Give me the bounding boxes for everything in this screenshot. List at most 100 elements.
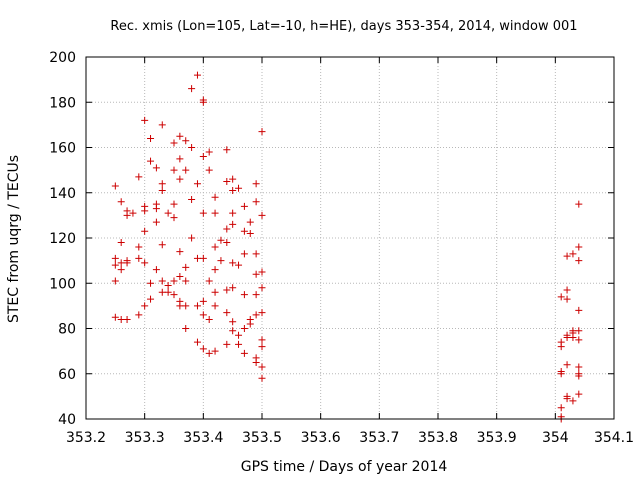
- data-point: [182, 302, 190, 310]
- data-point: [152, 266, 160, 274]
- data-point: [141, 207, 149, 215]
- y-tick-label: 140: [49, 186, 76, 202]
- data-point: [111, 254, 119, 262]
- data-point: [240, 349, 248, 357]
- data-point: [252, 291, 260, 299]
- data-point: [141, 259, 149, 267]
- x-tick-label: 353.2: [66, 430, 106, 446]
- data-point: [575, 327, 583, 335]
- data-point: [223, 177, 231, 185]
- data-point: [193, 338, 201, 346]
- data-point: [182, 166, 190, 174]
- data-point: [563, 286, 571, 294]
- data-point: [235, 184, 243, 192]
- data-point: [135, 243, 143, 251]
- y-tick-label: 120: [49, 231, 76, 247]
- data-point: [223, 340, 231, 348]
- data-point: [188, 144, 196, 151]
- data-point: [211, 193, 219, 201]
- data-point: [170, 166, 178, 174]
- data-point: [123, 315, 131, 323]
- data-point: [217, 257, 225, 265]
- data-point: [229, 209, 237, 217]
- data-point: [176, 155, 184, 163]
- data-point: [158, 288, 166, 296]
- data-point: [569, 397, 577, 405]
- data-point: [258, 343, 266, 351]
- y-tick-label: 200: [49, 50, 76, 66]
- data-point: [229, 259, 237, 267]
- x-tick-label: 354: [542, 430, 569, 446]
- x-tick-label: 353.3: [125, 430, 165, 446]
- data-point: [229, 327, 237, 335]
- data-point: [563, 361, 571, 369]
- x-tick-label: 354.1: [594, 430, 634, 446]
- data-point: [223, 309, 231, 317]
- data-point: [563, 252, 571, 260]
- data-point: [575, 243, 583, 251]
- y-tick-label: 40: [58, 412, 76, 428]
- data-point: [211, 347, 219, 355]
- data-point: [252, 180, 260, 188]
- data-point: [240, 250, 248, 258]
- data-point: [141, 227, 149, 235]
- grid: [86, 57, 614, 419]
- x-axis-label: GPS time / Days of year 2014: [241, 459, 448, 475]
- data-point: [252, 270, 260, 278]
- data-point: [141, 116, 149, 124]
- data-point: [258, 284, 266, 292]
- data-point: [164, 209, 172, 217]
- data-point: [229, 318, 237, 326]
- data-point: [164, 282, 172, 290]
- data-point: [182, 277, 190, 285]
- data-point: [575, 336, 583, 344]
- data-point: [199, 209, 207, 217]
- data-point: [123, 211, 131, 219]
- data-point: [176, 272, 184, 280]
- data-point: [575, 306, 583, 314]
- data-point: [252, 250, 260, 258]
- data-point: [557, 370, 565, 378]
- data-point: [170, 200, 178, 208]
- data-point: [199, 98, 207, 106]
- data-point: [188, 196, 196, 204]
- data-point: [211, 266, 219, 274]
- data-point: [563, 295, 571, 303]
- data-point: [557, 293, 565, 301]
- data-point: [223, 146, 231, 154]
- data-point: [158, 277, 166, 285]
- data-point: [235, 261, 243, 269]
- data-point: [229, 284, 237, 292]
- data-point: [152, 205, 160, 213]
- data-point: [170, 214, 178, 222]
- data-point: [563, 334, 571, 342]
- data-point: [111, 261, 119, 269]
- data-point: [193, 180, 201, 188]
- data-point: [557, 404, 565, 412]
- data-point: [205, 315, 213, 323]
- data-point: [147, 157, 155, 165]
- data-point: [117, 239, 125, 247]
- data-point: [117, 198, 125, 206]
- data-point: [193, 254, 201, 262]
- y-tick-label: 60: [58, 367, 76, 383]
- data-point: [575, 372, 583, 380]
- data-point: [199, 311, 207, 319]
- x-tick-label: 353.8: [418, 430, 458, 446]
- data-point: [117, 259, 125, 267]
- data-point: [170, 139, 178, 147]
- data-point: [135, 254, 143, 262]
- data-point: [193, 302, 201, 310]
- data-point: [240, 325, 248, 332]
- x-tick-label: 353.7: [359, 430, 399, 446]
- data-point: [575, 257, 583, 265]
- data-point: [211, 302, 219, 310]
- data-point: [117, 315, 125, 323]
- y-tick-labels: 40 60 80 100 120 140 160 180 200: [49, 50, 76, 428]
- data-point: [182, 263, 190, 271]
- y-tick-label: 80: [58, 322, 76, 338]
- x-tick-label: 353.5: [242, 430, 282, 446]
- data-point: [199, 297, 207, 305]
- data-point: [129, 209, 137, 217]
